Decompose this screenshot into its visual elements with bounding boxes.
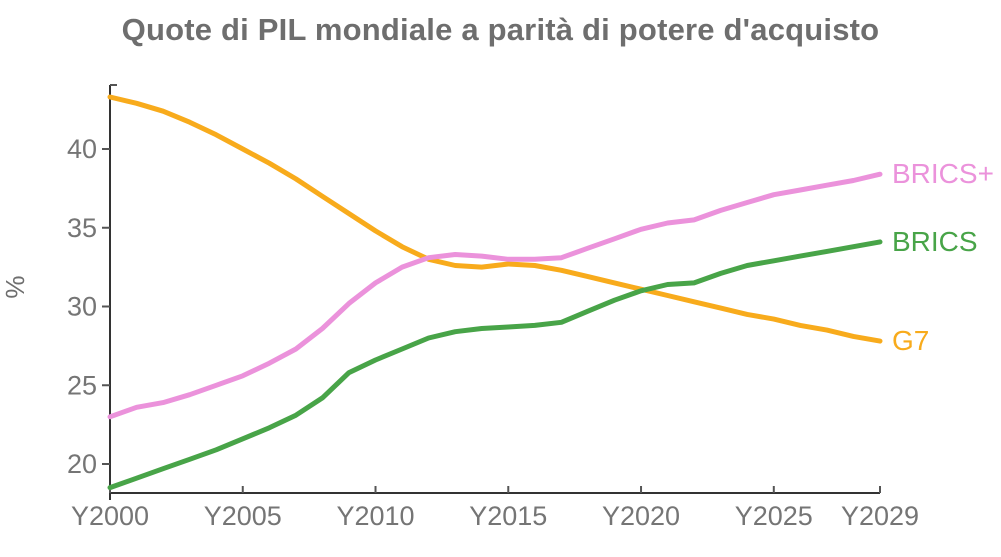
x-axis-tick-label: Y2010 (336, 501, 414, 531)
y-axis-tick-label: 40 (67, 134, 97, 164)
series-label-g7: G7 (892, 325, 929, 356)
x-axis-tick-label: Y2020 (602, 501, 680, 531)
x-axis-tick-label: Y2005 (204, 501, 282, 531)
y-axis-tick-label: 20 (67, 449, 97, 479)
series-line-g7 (107, 94, 883, 344)
y-axis-tick-label: 35 (67, 213, 97, 243)
series-line-brics (107, 239, 883, 491)
series-line-brics+ (107, 171, 883, 420)
x-axis-tick-label: Y2000 (71, 501, 149, 531)
series-label-brics: BRICS (892, 226, 978, 257)
x-axis-tick-label: Y2015 (469, 501, 547, 531)
x-axis-tick-label: Y2025 (735, 501, 813, 531)
y-axis-tick-label: 30 (67, 292, 97, 322)
chart-title: Quote di PIL mondiale a parità di potere… (121, 12, 880, 47)
y-axis-tick-label: 25 (67, 370, 97, 400)
x-axis-tick-label: Y2029 (841, 501, 919, 531)
series-label-brics+: BRICS+ (892, 158, 994, 189)
